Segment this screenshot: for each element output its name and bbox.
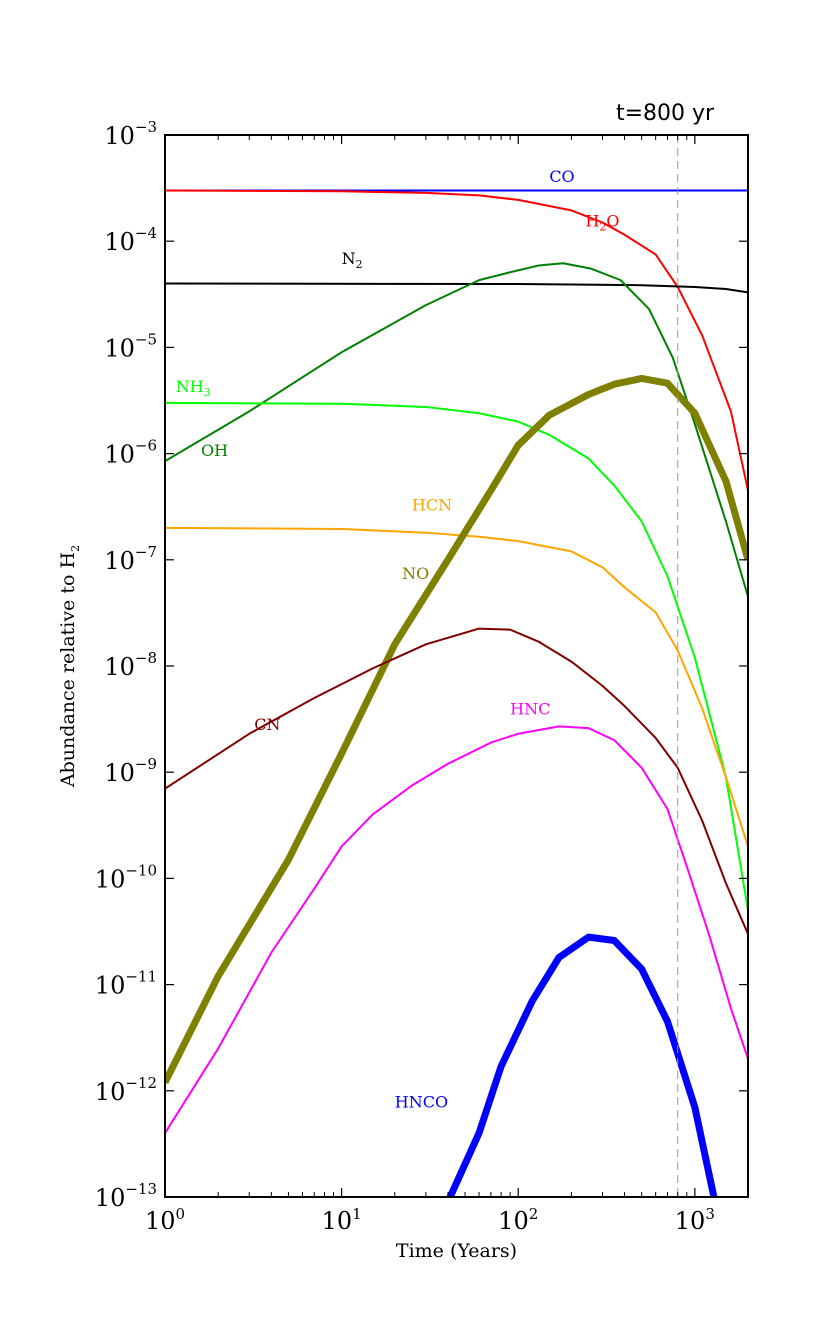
x-tick-label: 103 [675, 1205, 715, 1235]
y-tick-label: 10−4 [104, 224, 157, 256]
x-tick-label: 100 [145, 1205, 185, 1235]
y-tick-label: 10−12 [95, 1074, 157, 1106]
y-tick-label: 10−13 [95, 1180, 157, 1212]
series-line-nh3 [165, 401, 748, 911]
series-label-hcn: HCN [412, 496, 452, 515]
y-tick-label: 10−6 [104, 437, 157, 469]
series-label-n2: N2 [342, 249, 363, 271]
y-tick-label: 10−3 [104, 118, 157, 150]
series-line-cn [165, 627, 748, 935]
series-line-hcn [165, 526, 748, 847]
series-label-h2o: H2O [585, 211, 619, 233]
tick-layer: 100 101 102 103 10−13 10−12 10−11 10−10 10−9 10−8… [95, 118, 749, 1235]
series-label-hnco: HNCO [395, 1092, 448, 1111]
x-tick-label: 102 [498, 1205, 538, 1235]
series-label-nh3: NH3 [176, 377, 211, 399]
series-line-no [165, 374, 748, 1084]
series-label-oh: OH [201, 441, 228, 460]
time-annotation: t=800 yr [616, 101, 715, 126]
series-label-layer: CO H2O N2 OH NH3 HCN NO CN HNC HNCO [176, 167, 620, 1111]
series-label-co: CO [549, 167, 574, 186]
series-layer [165, 189, 748, 1197]
x-tick-label: 101 [322, 1205, 362, 1235]
series-line-h2o [165, 189, 748, 491]
series-line-hnco [446, 933, 718, 1197]
y-tick-label: 10−5 [104, 330, 157, 362]
y-tick-label: 10−7 [104, 543, 157, 575]
series-line-n2 [165, 282, 748, 294]
series-label-cn: CN [254, 715, 280, 734]
x-axis-label: Time (Years) [396, 1240, 517, 1262]
y-axis-label: Abundance relative to H2 [57, 545, 82, 788]
series-label-no: NO [402, 564, 429, 583]
y-tick-label: 10−10 [95, 861, 157, 893]
y-tick-label: 10−9 [104, 755, 157, 787]
series-line-hnc [165, 725, 748, 1134]
series-label-hnc: HNC [510, 699, 550, 718]
y-axis-label-subscript: 2 [69, 545, 82, 552]
y-tick-label: 10−11 [95, 968, 157, 1000]
y-tick-label: 10−8 [104, 649, 157, 681]
plot-frame [164, 134, 749, 1198]
